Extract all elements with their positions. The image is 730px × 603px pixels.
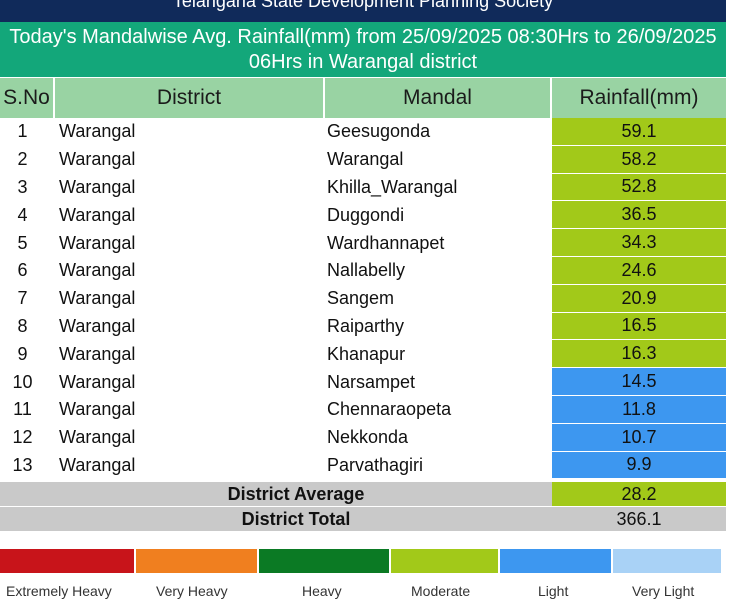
header-district: District	[55, 78, 325, 118]
cell-district: Warangal	[59, 204, 136, 225]
cell-sno: 13	[12, 454, 33, 475]
legend-swatch-very-light	[613, 549, 721, 573]
cell-district: Warangal	[59, 121, 136, 142]
cell-sno: 7	[17, 288, 28, 309]
cell-sno: 11	[13, 399, 32, 420]
cell-sno: 2	[17, 149, 28, 170]
table-row: 7 Warangal Sangem 20.9	[0, 284, 726, 313]
district-total-value: 366.1	[552, 507, 726, 531]
cell-sno: 4	[17, 204, 28, 225]
header-rainfall: Rainfall(mm)	[579, 86, 699, 109]
cell-mandal: Khanapur	[327, 343, 406, 364]
cell-mandal: Nallabelly	[327, 260, 406, 281]
table-row: 10 Warangal Narsampet 14.5	[0, 368, 726, 396]
table-row: 5 Warangal Wardhannapet 34.3	[0, 229, 726, 257]
cell-district: Warangal	[59, 315, 136, 336]
legend-swatch-extremely-heavy	[0, 549, 134, 573]
legend-label-light: Light	[538, 583, 569, 599]
cell-mandal: Narsampet	[327, 371, 416, 392]
cell-sno: 6	[17, 260, 28, 281]
cell-mandal: Parvathagiri	[327, 454, 424, 475]
cell-district: Warangal	[59, 399, 136, 420]
cell-district: Warangal	[59, 371, 136, 392]
cell-mandal: Nekkonda	[327, 427, 409, 448]
cell-mandal: Geesugonda	[327, 121, 431, 142]
cell-rainfall: 14.5	[552, 368, 726, 396]
org-title: Telangana State Development Planning Soc…	[172, 0, 554, 11]
cell-rainfall: 16.5	[552, 312, 726, 341]
cell-sno: 8	[17, 315, 28, 336]
cell-district: Warangal	[59, 343, 136, 364]
cell-district: Warangal	[59, 176, 136, 197]
cell-district: Warangal	[59, 149, 136, 170]
org-title-bar: Telangana State Development Planning Soc…	[0, 0, 726, 22]
cell-district: Warangal	[59, 454, 136, 475]
table-body: 1 Warangal Geesugonda 59.1 2 Warangal Wa…	[0, 118, 726, 480]
cell-district: Warangal	[59, 288, 136, 309]
table-row: 6 Warangal Nallabelly 24.6	[0, 256, 726, 285]
legend-label-very-light: Very Light	[632, 583, 695, 599]
header-mandal: Mandal	[325, 78, 552, 118]
cell-mandal: Warangal	[327, 149, 404, 170]
table-row: 9 Warangal Khanapur 16.3	[0, 340, 726, 369]
cell-sno: 5	[17, 232, 28, 253]
legend-swatch-very-heavy	[136, 549, 257, 573]
legend-label-extremely-heavy: Extremely Heavy	[6, 583, 112, 599]
table-header: S.No District Mandal Rainfall(mm)	[0, 78, 726, 118]
cell-rainfall: 52.8	[552, 173, 726, 202]
cell-district: Warangal	[59, 232, 136, 253]
cell-sno: 1	[17, 121, 28, 142]
cell-rainfall: 36.5	[552, 201, 726, 230]
cell-rainfall: 59.1	[552, 118, 726, 146]
table-row: 12 Warangal Nekkonda 10.7	[0, 423, 726, 452]
cell-rainfall: 10.7	[552, 423, 726, 452]
legend-swatch-light	[500, 549, 611, 573]
table-row: 8 Warangal Raiparthy 16.5	[0, 312, 726, 341]
district-average-row: District Average 28.2	[0, 482, 726, 506]
cell-sno: 10	[12, 371, 33, 392]
cell-rainfall: 58.2	[552, 145, 726, 174]
legend-label-moderate: Moderate	[411, 583, 471, 599]
cell-mandal: Raiparthy	[327, 315, 405, 336]
district-average-value: 28.2	[552, 482, 726, 506]
cell-mandal: Khilla_Warangal	[327, 176, 458, 197]
district-total-row: District Total 366.1	[0, 507, 726, 531]
legend-labels: Extremely Heavy Very Heavy Heavy Moderat…	[0, 583, 730, 603]
table-row: 13 Warangal Parvathagiri 9.9	[0, 451, 726, 480]
legend-swatch-heavy	[259, 549, 389, 573]
cell-sno: 3	[17, 176, 28, 197]
table-row: 4 Warangal Duggondi 36.5	[0, 201, 726, 230]
table-row: 1 Warangal Geesugonda 59.1	[0, 118, 726, 146]
table-row: 2 Warangal Warangal 58.2	[0, 145, 726, 174]
district-total-label: District Total	[0, 507, 552, 531]
table-row: 11 Warangal Chennaraopeta 11.8	[0, 395, 726, 424]
cell-sno: 9	[17, 343, 28, 364]
legend	[0, 549, 730, 573]
cell-district: Warangal	[59, 427, 136, 448]
table-row: 3 Warangal Khilla_Warangal 52.8	[0, 173, 726, 202]
cell-rainfall: 34.3	[552, 229, 726, 257]
cell-rainfall: 11.8	[552, 395, 726, 424]
cell-mandal: Chennaraopeta	[327, 399, 452, 420]
legend-swatch-moderate	[391, 549, 498, 573]
report-title: Today's Mandalwise Avg. Rainfall(mm) fro…	[0, 22, 726, 77]
district-average-label: District Average	[0, 482, 552, 506]
cell-rainfall: 16.3	[552, 340, 726, 369]
legend-label-very-heavy: Very Heavy	[156, 583, 228, 599]
cell-rainfall: 20.9	[552, 284, 726, 313]
cell-rainfall: 24.6	[552, 256, 726, 285]
cell-rainfall: 9.9	[552, 451, 726, 480]
cell-mandal: Wardhannapet	[327, 232, 445, 253]
cell-district: Warangal	[59, 260, 136, 281]
cell-mandal: Duggondi	[327, 204, 405, 225]
legend-label-heavy: Heavy	[302, 583, 342, 599]
header-sno: S.No	[0, 78, 55, 118]
cell-sno: 12	[12, 427, 33, 448]
cell-mandal: Sangem	[327, 288, 395, 309]
